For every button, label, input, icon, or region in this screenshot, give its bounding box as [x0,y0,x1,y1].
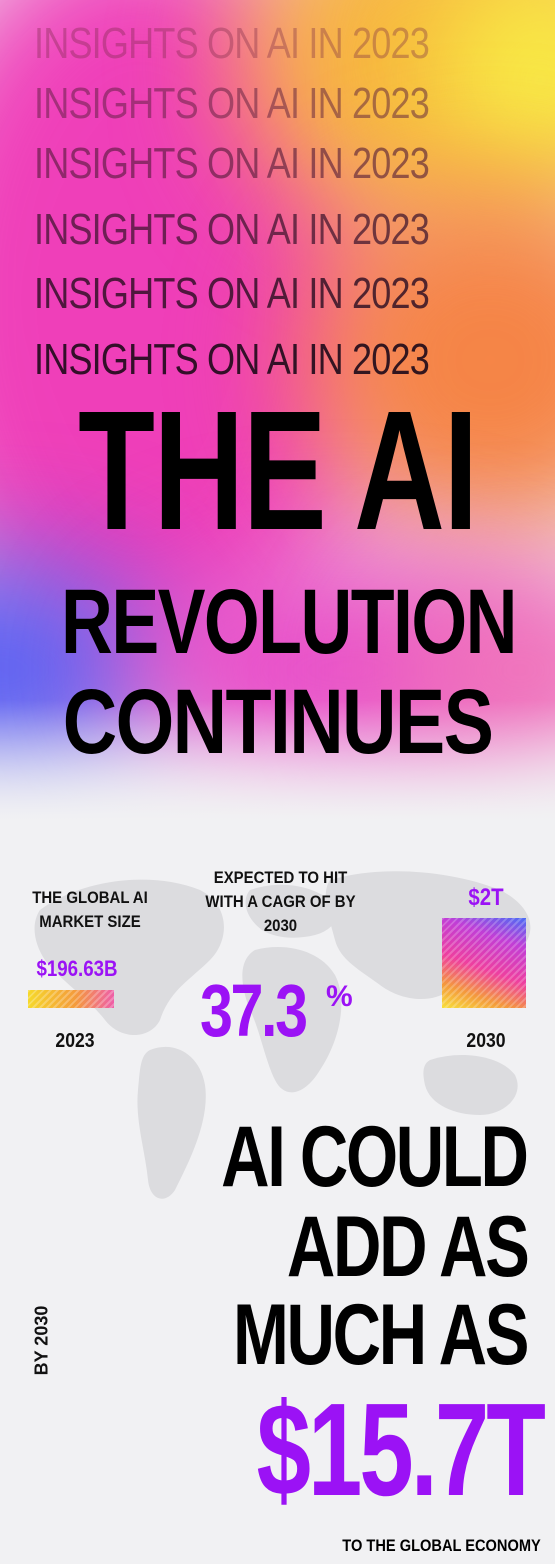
repeat-title-line-4: INSIGHTS ON AI IN 2023 [34,205,430,254]
market-size-bar [28,990,114,1008]
future-value: $2T [468,884,504,911]
future-value-bar [442,918,526,1008]
economy-value: $15.7T [256,1376,546,1523]
headline-the-ai: THE AI [78,376,478,566]
economy-line-2: ADD AS [286,1199,529,1295]
market-size-label: THE GLOBAL AI MARKET SIZE [32,888,148,931]
headline-continues: CONTINUES [62,671,494,773]
future-value-year: 2030 [466,1030,506,1052]
market-size-year: 2023 [55,1030,95,1052]
repeat-title-line-3: INSIGHTS ON AI IN 2023 [34,139,430,188]
economy-line-1: AI COULD [221,1109,530,1205]
headline-revolution: REVOLUTION [61,571,517,673]
economy-line-3: MUCH AS [232,1287,530,1383]
cagr-value-group: 37.3 % [200,974,400,1048]
economy-footer: TO THE GLOBAL ECONOMY [342,1536,541,1555]
cagr-unit: % [326,980,353,1013]
cagr-value: 37.3 [200,969,308,1052]
by-2030-vertical-label: BY 2030 [31,1305,52,1376]
repeat-title-line-5: INSIGHTS ON AI IN 2023 [34,269,430,318]
repeat-title-line-2: INSIGHTS ON AI IN 2023 [34,79,430,128]
hero-section: INSIGHTS ON AI IN 2023 INSIGHTS ON AI IN… [0,0,555,820]
repeat-title-line-1: INSIGHTS ON AI IN 2023 [34,19,430,68]
market-size-value: $196.63B [36,956,118,981]
cagr-label: EXPECTED TO HIT WITH A CAGR OF BY 2030 [205,868,356,935]
repeat-title-line-6: INSIGHTS ON AI IN 2023 [34,335,430,384]
